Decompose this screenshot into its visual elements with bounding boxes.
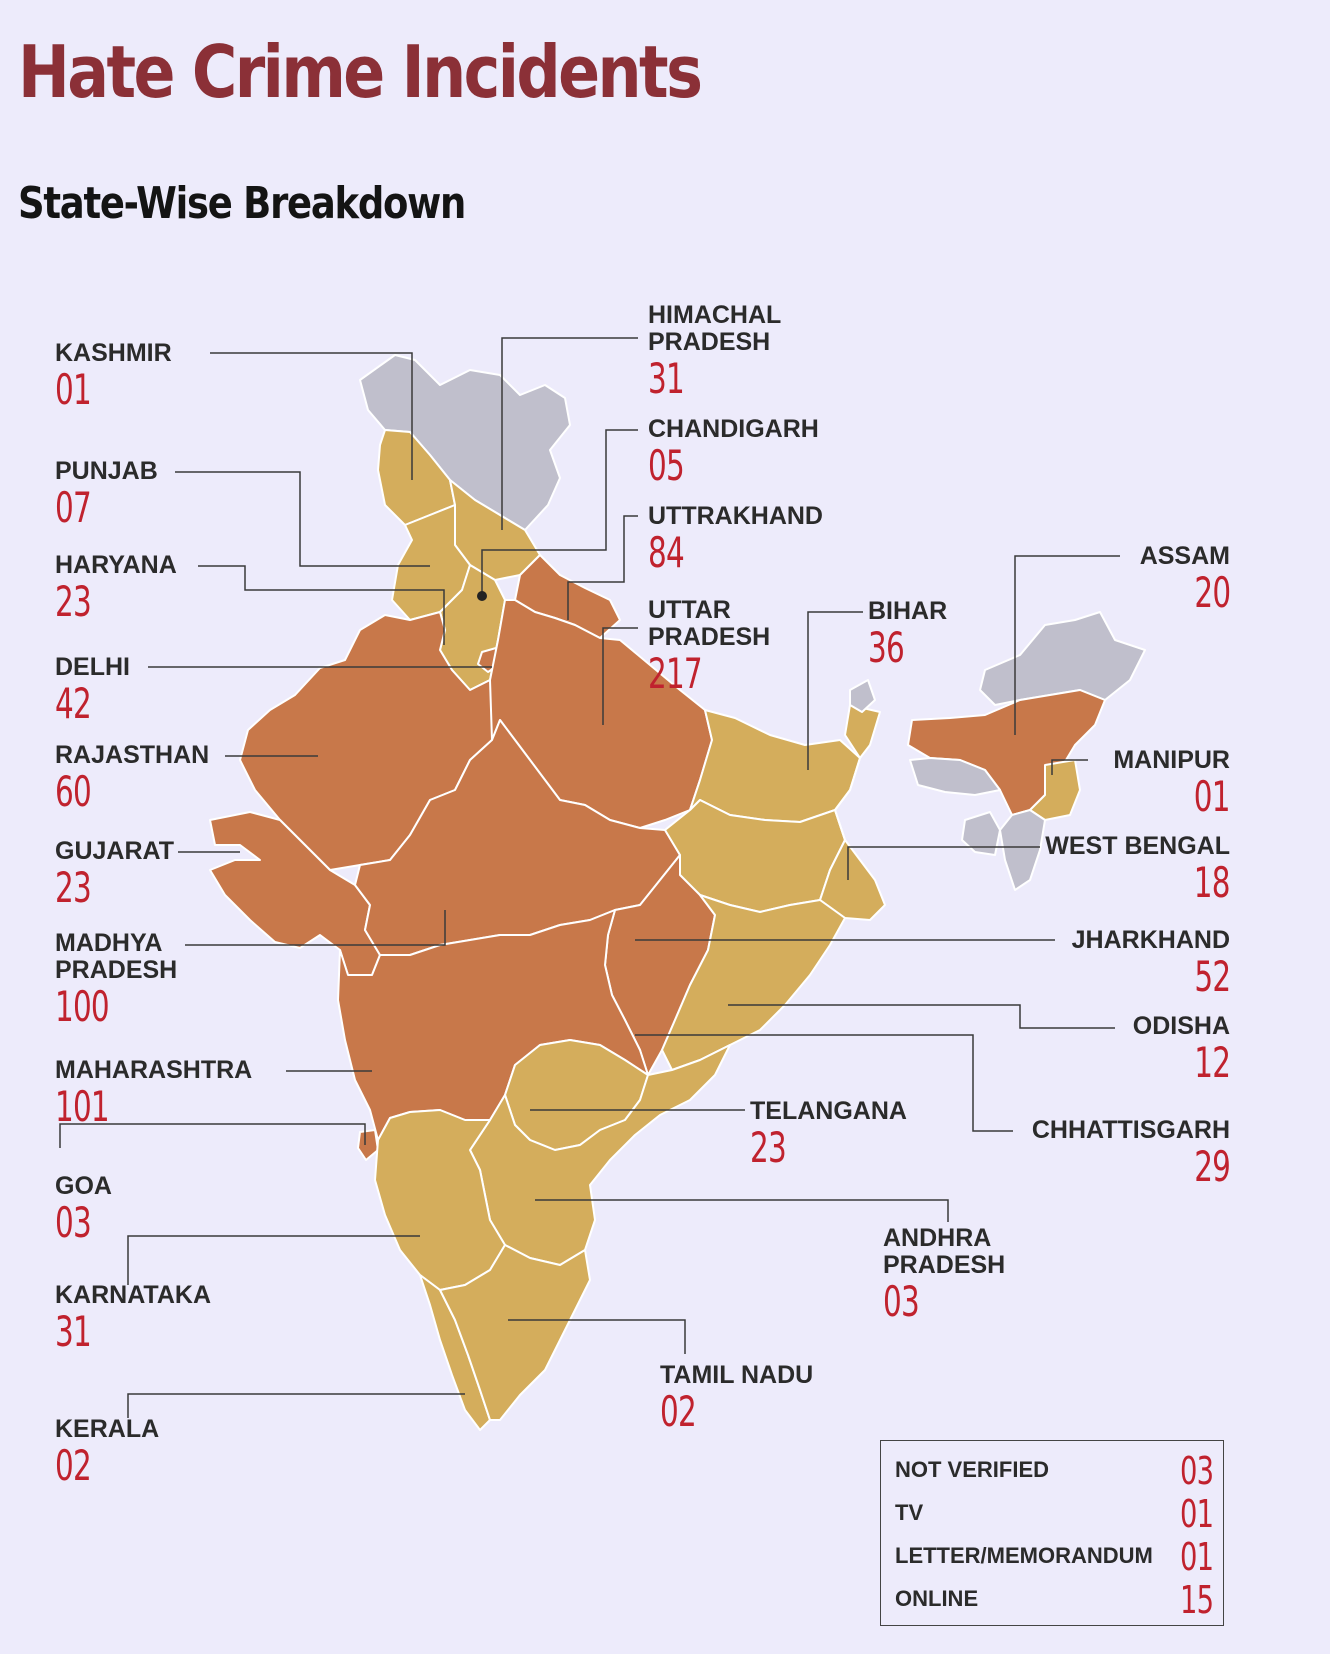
legend-label: NOT VERIFIED — [895, 1457, 1050, 1482]
other-sources-box: NOT VERIFIED 03 TV 01 LETTER/MEMORANDUM … — [880, 1440, 1224, 1626]
region-karnataka — [374, 1109, 506, 1291]
label-goa: GOA 03 — [55, 1172, 112, 1247]
region-sikkim — [849, 679, 876, 713]
legend-row: ONLINE 15 — [895, 1578, 1214, 1622]
label-delhi: DELHI 42 — [55, 653, 130, 728]
chandigarh-marker — [477, 591, 487, 601]
legend-value: 03 — [1179, 1449, 1214, 1493]
label-manipur: MANIPUR 01 — [1113, 746, 1230, 821]
legend-label: ONLINE — [895, 1586, 979, 1611]
label-tamil-nadu: TAMIL NADU 02 — [660, 1361, 814, 1436]
region-manipur — [1029, 759, 1081, 821]
region-tripura — [961, 811, 1001, 856]
legend-row: LETTER/MEMORANDUM 01 — [895, 1535, 1214, 1579]
legend-label: TV — [895, 1500, 924, 1525]
label-west-bengal: WEST BENGAL 18 — [1045, 832, 1230, 907]
legend-value: 01 — [1179, 1492, 1214, 1536]
region-west-bengal — [819, 704, 886, 921]
label-kerala: KERALA 02 — [55, 1415, 160, 1490]
label-jharkhand: JHARKHAND 52 — [1071, 926, 1231, 1001]
label-gujarat: GUJARAT 23 — [55, 837, 174, 912]
region-goa — [357, 1129, 379, 1161]
page-subtitle: State-Wise Breakdown — [18, 178, 466, 229]
legend-label: LETTER/MEMORANDUM — [895, 1543, 1153, 1568]
legend-value: 15 — [1179, 1578, 1214, 1622]
label-uttrakhand: UTTRAKHAND 84 — [648, 502, 823, 577]
label-punjab: PUNJAB 07 — [55, 457, 158, 532]
region-odisha — [661, 894, 846, 1071]
legend-row: TV 01 — [895, 1492, 1214, 1536]
label-haryana: HARYANA 23 — [55, 551, 177, 626]
label-rajasthan: RAJASTHAN 60 — [55, 741, 210, 816]
legend-value: 01 — [1179, 1535, 1214, 1579]
label-chhattisgarh: CHHATTISGARH 29 — [1031, 1116, 1231, 1191]
region-mizoram — [999, 809, 1046, 891]
label-telangana: TELANGANA 23 — [750, 1097, 907, 1172]
label-kashmir: KASHMIR 01 — [55, 339, 172, 414]
legend-row: NOT VERIFIED 03 — [895, 1449, 1214, 1493]
page-title: Hate Crime Incidents — [18, 30, 703, 114]
label-uttar-pradesh: UTTAR PRADESH 217 — [648, 596, 771, 698]
label-andhra-pradesh: ANDHRA PRADESH 03 — [883, 1224, 1006, 1326]
label-karnataka: KARNATAKA 31 — [55, 1281, 211, 1356]
label-assam: ASSAM 20 — [1139, 542, 1231, 617]
region-tamil-nadu — [439, 1244, 591, 1421]
label-madhya-pradesh: MADHYA PRADESH 100 — [55, 929, 178, 1031]
label-chandigarh: CHANDIGARH 05 — [648, 415, 819, 490]
label-odisha: ODISHA 12 — [1132, 1012, 1231, 1087]
label-himachal-pradesh: HIMACHAL PRADESH 31 — [648, 301, 782, 403]
region-meghalaya — [909, 757, 1001, 796]
label-maharashtra: MAHARASHTRA 101 — [55, 1056, 253, 1131]
region-bihar — [689, 709, 861, 823]
leader-lines — [59, 337, 1120, 1418]
label-bihar: BIHAR 36 — [868, 597, 948, 672]
region-arunachal — [979, 611, 1146, 706]
